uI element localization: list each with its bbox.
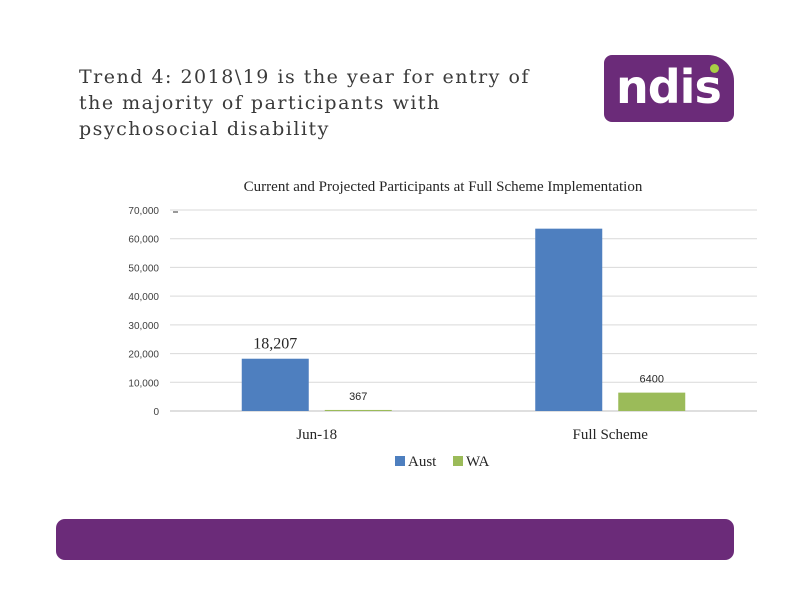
y-axis-tick-labels: 0 10,000 20,000 30,000 40,000 50,000 60,000 70,…	[128, 206, 159, 418]
logo-text: ndis	[616, 60, 722, 114]
chart-title: Current and Projected Participants at Fu…	[244, 179, 643, 195]
data-labels: 18,207 367 6400	[253, 336, 664, 403]
bar-aust-jun-18	[241, 358, 309, 411]
legend-swatch-wa	[453, 456, 463, 466]
y-tick-label: 70,000	[128, 206, 159, 217]
bars	[241, 228, 686, 411]
y-tick-label: 50,000	[128, 263, 159, 274]
y-tick-label: 30,000	[128, 321, 159, 332]
bar-wa-full-scheme	[618, 392, 686, 411]
ndis-logo: ndis	[604, 55, 734, 122]
y-tick-label: 40,000	[128, 292, 159, 303]
legend-label-wa: WA	[466, 454, 489, 470]
x-axis-tick-labels: Jun-18 Full Scheme	[296, 427, 648, 443]
x-tick-label: Jun-18	[296, 427, 337, 443]
bar-wa-jun-18	[324, 409, 392, 411]
footer-bar	[56, 519, 734, 560]
y-tick-label: 20,000	[128, 350, 159, 361]
y-tick-label: 0	[153, 407, 159, 418]
legend-label-aust: Aust	[408, 454, 437, 470]
logo-dot-icon	[710, 64, 719, 73]
x-tick-label: Full Scheme	[573, 427, 649, 443]
y-tick-label: 10,000	[128, 378, 159, 389]
data-label: 18,207	[253, 336, 297, 353]
data-label: 367	[349, 391, 367, 403]
data-label: 6400	[640, 374, 664, 386]
y-tick-label: 60,000	[128, 235, 159, 246]
legend-swatch-aust	[395, 456, 405, 466]
legend: Aust WA	[395, 454, 489, 470]
bar-aust-full-scheme	[535, 228, 603, 411]
slide-title: Trend 4: 2018\19 is the year for entry o…	[79, 66, 530, 140]
